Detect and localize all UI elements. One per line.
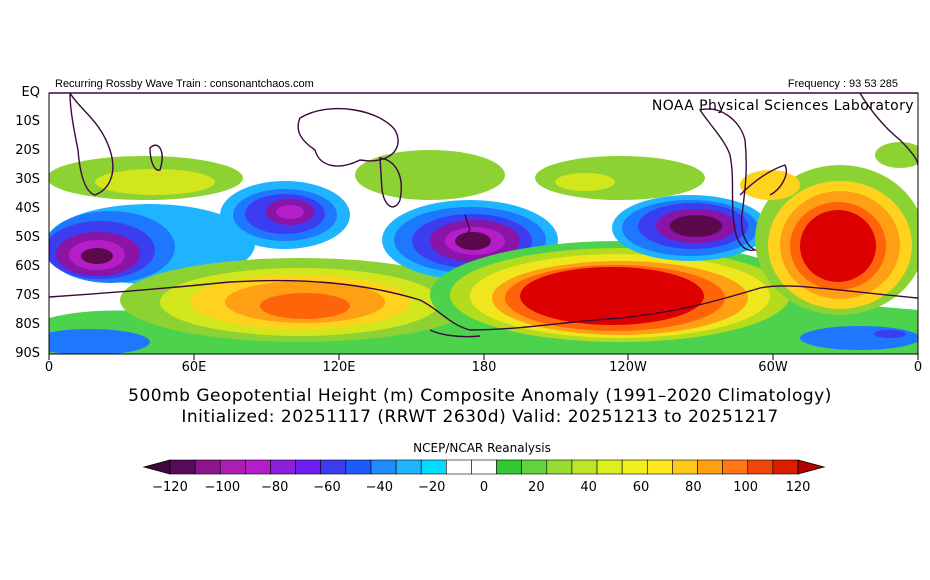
colorbar-segment xyxy=(420,459,447,475)
colorbar-segment xyxy=(596,459,623,475)
anomaly-field xyxy=(49,142,918,354)
colorbar-label: 60 xyxy=(632,480,650,495)
colorbar-label: −60 xyxy=(313,480,341,495)
colorbar-arrow-right xyxy=(797,459,826,475)
colorbar-segment xyxy=(697,459,723,475)
y-tick-80s: 80S xyxy=(15,317,40,332)
colorbar-segment xyxy=(270,459,296,475)
colorbar-segment xyxy=(245,459,271,475)
colorbar-label: 80 xyxy=(685,480,702,495)
y-tick-eq: EQ xyxy=(21,85,40,100)
colorbar-label: 100 xyxy=(733,480,759,495)
colorbar-segment xyxy=(722,459,749,475)
x-tick-0-end: 0 xyxy=(913,360,923,375)
colorbar-segment xyxy=(747,459,774,475)
header-left-title: Recurring Rossby Wave Train : consonantc… xyxy=(55,78,314,90)
coastlines xyxy=(49,93,918,338)
colorbar-segment xyxy=(395,459,422,475)
colorbar-label: 0 xyxy=(479,480,489,495)
colorbar-segment xyxy=(370,459,397,475)
y-tick-60s: 60S xyxy=(15,259,40,274)
y-tick-90s: 90S xyxy=(15,346,40,361)
colorbar-label: −20 xyxy=(417,480,446,495)
colorbar-label: −100 xyxy=(204,480,241,495)
colorbar xyxy=(142,459,826,475)
colorbar-segment xyxy=(345,459,372,475)
colorbar-segment xyxy=(169,459,196,475)
x-tick-0: 0 xyxy=(44,360,54,375)
colorbar-label: 40 xyxy=(580,480,597,495)
colorbar-segment xyxy=(446,459,472,475)
y-tick-50s: 50S xyxy=(15,230,40,245)
colorbar-label: −40 xyxy=(365,480,394,495)
colorbar-segment xyxy=(194,459,221,475)
y-tick-20s: 20S xyxy=(15,143,40,158)
x-tick-60e: 60E xyxy=(181,360,207,375)
colorbar-label: 120 xyxy=(785,480,811,495)
colorbar-arrow-left xyxy=(142,459,171,475)
colorbar-segment xyxy=(646,459,673,475)
colorbar-label: −80 xyxy=(260,480,289,495)
title-line2: Initialized: 20251117 (RRWT 2630d) Valid… xyxy=(181,407,779,427)
colorbar-segment xyxy=(571,459,598,475)
colorbar-segment xyxy=(521,459,548,475)
y-tick-70s: 70S xyxy=(15,288,40,303)
colorbar-segment xyxy=(496,459,522,475)
x-tick-60w: 60W xyxy=(758,360,788,375)
colorbar-segment xyxy=(219,459,246,475)
colorbar-segment xyxy=(320,459,347,475)
y-tick-10s: 10S xyxy=(15,114,40,129)
x-tick-120w: 120W xyxy=(609,360,647,375)
y-tick-40s: 40S xyxy=(15,201,40,216)
x-tick-180: 180 xyxy=(471,360,497,375)
colorbar-segment xyxy=(546,459,573,475)
colorbar-title: NCEP/NCAR Reanalysis xyxy=(413,441,551,455)
title-line1: 500mb Geopotential Height (m) Composite … xyxy=(128,386,832,406)
y-tick-30s: 30S xyxy=(15,172,40,187)
colorbar-label: −120 xyxy=(152,480,188,495)
header-frequency: Frequency : 93 53 285 xyxy=(787,78,898,90)
lab-credit: NOAA Physical Sciences Laboratory xyxy=(651,98,914,114)
colorbar-segment xyxy=(471,459,497,475)
axis-ticks xyxy=(48,354,919,360)
colorbar-segment xyxy=(621,459,648,475)
colorbar-segment xyxy=(772,459,799,475)
x-tick-120e: 120E xyxy=(322,360,356,375)
colorbar-label: 20 xyxy=(528,480,545,495)
colorbar-segment xyxy=(295,459,322,475)
colorbar-segment xyxy=(672,459,698,475)
